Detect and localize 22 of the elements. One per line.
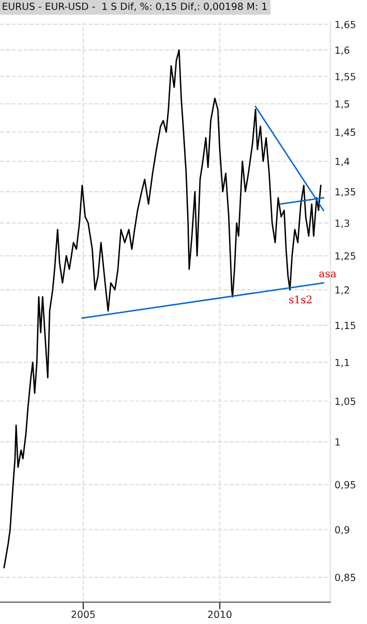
y-tick-label: 0,85 [335,574,356,582]
y-tick-label: 0,9 [335,526,350,534]
annotation: s1s2 [289,296,312,304]
y-tick-label: 1,55 [336,73,356,82]
y-tick-label: 1,45 [336,128,356,137]
y-tick-label: 1,65 [336,20,356,30]
y-tick-label: 0,95 [335,481,356,490]
y-tick-label: 1,2 [336,286,349,295]
y-tick-label: 1,35 [336,188,356,196]
y-tick-label: 1,5 [336,100,350,109]
x-tick-label: 2010 [208,610,232,618]
y-tick-label: 1 [336,438,340,446]
y-tick-label: 1,6 [336,46,350,55]
y-tick-label: 1,3 [336,220,350,228]
annotation: asa [319,272,336,278]
y-tick-label: 1,05 [336,398,356,406]
chart-title: EURUS - EUR-USD - 1 S Dif, %: 0,15 Dif,: 0,00198 M: 1 [2,2,267,11]
y-tick-label: 1,15 [336,322,356,330]
y-tick-label: 1,1 [336,358,350,368]
x-tick-label: 2005 [72,610,95,618]
y-tick-label: 1,25 [336,252,356,261]
y-tick-label: 1,4 [336,158,350,166]
